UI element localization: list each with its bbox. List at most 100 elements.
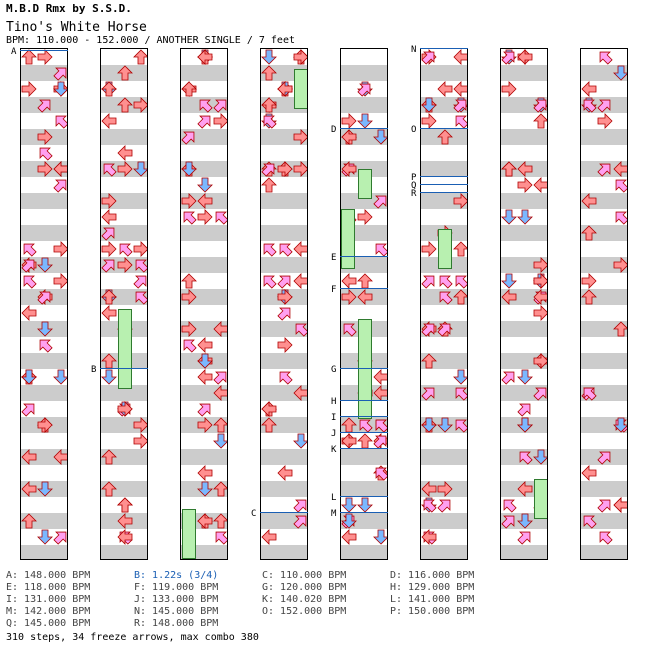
measure-stripe (181, 257, 227, 273)
step-arrow-left-icon (293, 273, 307, 289)
step-arrow-ur-icon (437, 497, 453, 513)
chart-column-1 (20, 48, 68, 560)
step-arrow-up-icon (117, 97, 133, 113)
step-arrow-up-icon (261, 417, 277, 433)
step-arrow-ur-icon (213, 369, 227, 385)
step-arrow-left-icon (261, 529, 277, 545)
chart-summary: 310 steps, 34 freeze arrows, max combo 3… (6, 632, 259, 643)
step-arrow-down-icon (501, 209, 517, 225)
step-arrow-ul-icon (277, 241, 293, 257)
step-arrow-up-icon (437, 129, 453, 145)
step-arrow-ur-icon (421, 49, 437, 65)
legend-entry: D: 116.000 BPM (390, 570, 475, 581)
legend-entry: P: 150.000 BPM (390, 606, 475, 617)
step-arrow-left-icon (581, 465, 597, 481)
step-arrow-left-icon (581, 81, 597, 97)
bpm-change-line (340, 512, 388, 513)
step-arrow-down-icon (437, 417, 453, 433)
measure-stripe (581, 545, 627, 559)
measure-stripe (21, 193, 67, 209)
measure-stripe (261, 545, 307, 559)
step-arrow-right-icon (117, 161, 133, 177)
step-arrow-down-icon (517, 417, 533, 433)
step-arrow-up-icon (453, 241, 467, 257)
step-arrow-ul-icon (613, 177, 627, 193)
step-arrow-right-icon (197, 209, 213, 225)
step-arrow-right-icon (277, 161, 293, 177)
step-arrow-up-icon (613, 321, 627, 337)
step-arrow-up-icon (101, 481, 117, 497)
measure-stripe (501, 65, 547, 81)
bpm-change-line (340, 400, 388, 401)
step-arrow-up-icon (101, 353, 117, 369)
measure-stripe (181, 449, 227, 465)
step-arrow-right-icon (53, 241, 67, 257)
step-arrow-right-icon (133, 433, 147, 449)
measure-stripe (181, 385, 227, 401)
legend-entry: M: 142.000 BPM (6, 606, 91, 617)
segment-label: B (91, 365, 97, 375)
step-arrow-left-icon (421, 529, 437, 545)
step-arrow-ul-icon (213, 209, 227, 225)
step-arrow-down-icon (501, 273, 517, 289)
step-arrow-right-icon (133, 97, 147, 113)
step-arrow-ur-icon (437, 321, 453, 337)
step-arrow-ur-icon (21, 257, 37, 273)
measure-stripe (261, 225, 307, 241)
bpm-change-line (340, 416, 388, 417)
segment-label: G (331, 365, 337, 375)
step-arrow-ul-icon (373, 417, 387, 433)
step-arrow-down-icon (421, 417, 437, 433)
step-arrow-right-icon (197, 417, 213, 433)
legend-entry: K: 140.020 BPM (262, 594, 347, 605)
step-arrow-ur-icon (197, 113, 213, 129)
step-arrow-ul-icon (373, 241, 387, 257)
step-arrow-ur-icon (101, 257, 117, 273)
measure-stripe (421, 449, 467, 465)
chart-column-2 (100, 48, 148, 560)
measure-stripe (21, 385, 67, 401)
step-arrow-ul-icon (197, 97, 213, 113)
step-arrow-ul-icon (597, 49, 613, 65)
step-arrow-right-icon (421, 241, 437, 257)
legend-entry: H: 129.000 BPM (390, 582, 475, 593)
step-arrow-ul-icon (133, 289, 147, 305)
bpm-change-line (420, 192, 468, 193)
segment-label: A (11, 47, 17, 57)
step-arrow-ur-icon (597, 161, 613, 177)
step-arrow-left-icon (261, 401, 277, 417)
measure-stripe (101, 385, 147, 401)
measure-stripe (501, 225, 547, 241)
step-arrow-ur-icon (53, 529, 67, 545)
bpm-change-line (340, 496, 388, 497)
step-arrow-down-icon (533, 449, 547, 465)
step-arrow-ur-icon (277, 305, 293, 321)
measure-stripe (261, 481, 307, 497)
step-arrow-ul-icon (213, 529, 227, 545)
step-arrow-right-icon (101, 241, 117, 257)
step-arrow-down-icon (453, 369, 467, 385)
step-arrow-ul-icon (181, 209, 197, 225)
step-arrow-left-icon (293, 385, 307, 401)
step-arrow-up-icon (501, 161, 517, 177)
step-arrow-right-icon (293, 49, 307, 65)
artist-line: M.B.D Rmx by S.S.D. (6, 2, 132, 15)
step-arrow-left-icon (197, 369, 213, 385)
step-arrow-ur-icon (213, 97, 227, 113)
step-arrow-ul-icon (453, 273, 467, 289)
measure-stripe (421, 545, 467, 559)
step-arrow-up-icon (421, 353, 437, 369)
bpm-change-line (420, 184, 468, 185)
bpm-change-line (260, 512, 308, 513)
step-arrow-ul-icon (453, 113, 467, 129)
step-arrow-left-icon (53, 449, 67, 465)
step-arrow-ur-icon (421, 385, 437, 401)
measure-stripe (21, 545, 67, 559)
step-arrow-ul-icon (277, 369, 293, 385)
step-arrow-up-icon (341, 417, 357, 433)
step-arrow-left-icon (357, 289, 373, 305)
step-arrow-right-icon (581, 273, 597, 289)
step-arrow-right-icon (181, 289, 197, 305)
step-arrow-down-icon (37, 481, 53, 497)
step-arrow-right-icon (597, 113, 613, 129)
